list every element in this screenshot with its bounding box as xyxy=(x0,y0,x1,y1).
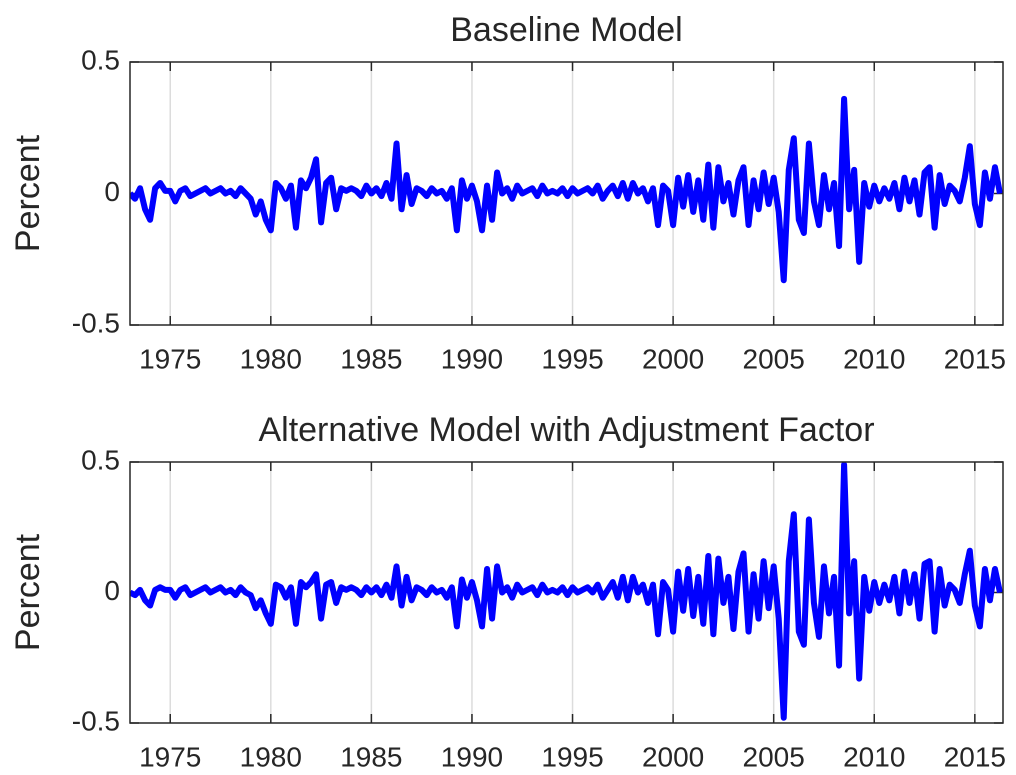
x-tick-label: 1990 xyxy=(441,741,503,772)
x-tick-label: 1980 xyxy=(240,343,302,374)
x-tick-label: 2005 xyxy=(743,343,805,374)
y-tick-label: -0.5 xyxy=(72,307,120,338)
x-tick-label: 1995 xyxy=(541,343,603,374)
x-tick-label: 1980 xyxy=(240,741,302,772)
y-tick-label: 0 xyxy=(104,176,120,207)
y-tick-label: 0.5 xyxy=(81,444,120,475)
x-tick-label: 1985 xyxy=(340,741,402,772)
y-axis-label: Percent xyxy=(9,533,47,651)
data-line xyxy=(130,95,1003,284)
x-tick-label: 1995 xyxy=(541,741,603,772)
chart-title: Alternative Model with Adjustment Factor xyxy=(258,411,874,449)
x-tick-label: 1975 xyxy=(139,343,201,374)
y-tick-label: 0.5 xyxy=(81,44,120,75)
x-tick-label: 2000 xyxy=(642,741,704,772)
data-line xyxy=(130,462,1003,721)
x-tick-label: 2015 xyxy=(944,343,1006,374)
chart-title: Baseline Model xyxy=(450,11,682,49)
axes-box xyxy=(129,61,1004,326)
x-tick-label: 2015 xyxy=(944,741,1006,772)
axes-box xyxy=(129,461,1004,724)
x-tick-label: 1975 xyxy=(139,741,201,772)
x-tick-label: 2005 xyxy=(743,741,805,772)
y-tick-label: -0.5 xyxy=(72,705,120,736)
x-tick-label: 2010 xyxy=(843,741,905,772)
x-tick-label: 1985 xyxy=(340,343,402,374)
x-tick-label: 2010 xyxy=(843,343,905,374)
y-tick-label: 0 xyxy=(104,575,120,606)
x-tick-label: 1990 xyxy=(441,343,503,374)
y-axis-label: Percent xyxy=(9,134,47,252)
x-tick-label: 2000 xyxy=(642,343,704,374)
